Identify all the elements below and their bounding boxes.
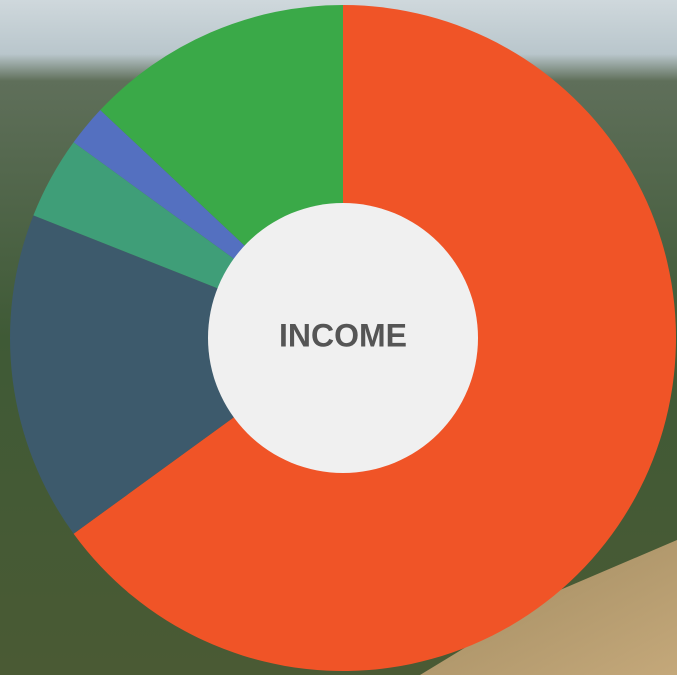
center-label: INCOME [279,317,407,353]
chart: INCOME [0,0,677,675]
